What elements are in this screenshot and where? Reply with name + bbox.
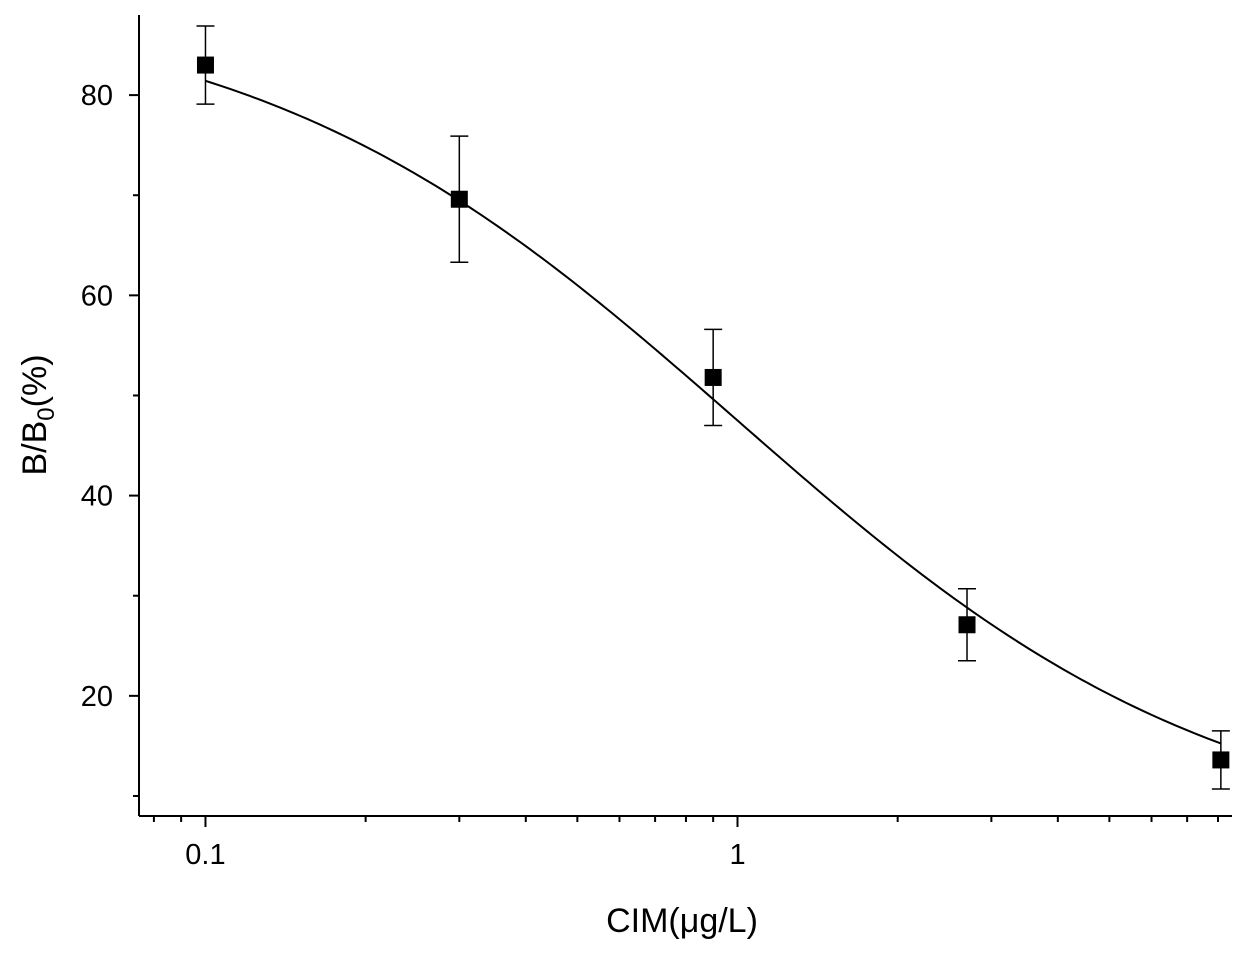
data-points	[196, 56, 1230, 769]
y-tick-label-3: 80	[81, 80, 113, 112]
y-axis-title-subscript: 0	[33, 407, 60, 420]
data-point-3	[958, 616, 976, 634]
y-tick-label-1: 40	[81, 481, 113, 513]
y-tick-label-2: 60	[81, 280, 113, 312]
y-tick-label-0: 20	[81, 681, 113, 713]
data-point-1	[450, 190, 468, 208]
data-point-4	[1212, 751, 1230, 769]
y-axis-title-suffix: (%)	[16, 354, 54, 407]
data-point-0	[196, 56, 214, 74]
ticks: 20 40 60 80 0.1 1	[81, 80, 1219, 871]
x-tick-label-0: 0.1	[185, 839, 225, 871]
x-tick-label-1: 1	[729, 839, 745, 871]
axes	[138, 15, 1232, 817]
data-point-2	[704, 368, 722, 386]
y-axis-title-main: B/B	[16, 421, 54, 476]
y-axis-title: B/B0(%)	[16, 354, 60, 475]
x-axis-title: CIM(μg/L)	[606, 902, 758, 940]
